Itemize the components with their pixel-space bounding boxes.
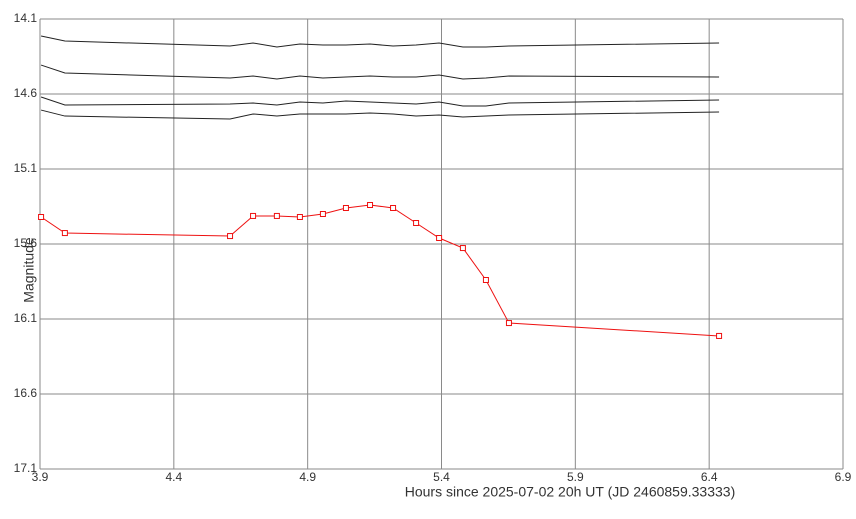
series-line xyxy=(40,204,720,337)
point-marker xyxy=(716,332,723,339)
point-marker xyxy=(390,205,397,211)
y-tick-label: 14.1 xyxy=(14,11,38,25)
point-marker xyxy=(250,212,257,219)
x-tick-label: 6.4 xyxy=(701,470,718,484)
point-marker xyxy=(61,230,68,237)
point-marker xyxy=(38,214,45,220)
x-tick-label: 4.9 xyxy=(299,470,316,484)
point-marker xyxy=(367,202,374,208)
x-tick-label: 5.9 xyxy=(567,470,584,484)
x-tick-label: 4.4 xyxy=(165,470,182,484)
series-line xyxy=(40,35,720,48)
x-axis-label: Hours since 2025-07-02 20h UT (JD 246085… xyxy=(405,484,736,500)
series-line xyxy=(40,64,720,80)
y-tick-label: 17.1 xyxy=(14,461,38,475)
y-axis-label: Magnitude xyxy=(21,237,37,303)
y-tick-label: 14.6 xyxy=(14,86,38,100)
x-tick-label: 5.4 xyxy=(433,470,450,484)
point-marker xyxy=(459,245,466,252)
y-tick-label: 16.1 xyxy=(14,311,38,325)
y-tick-label: 16.6 xyxy=(14,386,38,400)
y-tick-label: 15.6 xyxy=(14,236,38,250)
point-marker xyxy=(273,212,280,219)
point-marker xyxy=(482,277,489,283)
series-line xyxy=(40,96,720,107)
series-line xyxy=(40,109,720,120)
point-marker xyxy=(227,233,234,240)
point-marker xyxy=(413,220,420,226)
point-marker xyxy=(505,320,512,327)
point-marker xyxy=(319,211,326,217)
point-marker xyxy=(342,205,349,211)
point-marker xyxy=(436,235,443,241)
point-marker xyxy=(296,214,303,220)
y-tick-label: 15.1 xyxy=(14,161,38,175)
x-tick-label: 3.9 xyxy=(32,470,49,484)
x-tick-label: 6.9 xyxy=(835,470,852,484)
